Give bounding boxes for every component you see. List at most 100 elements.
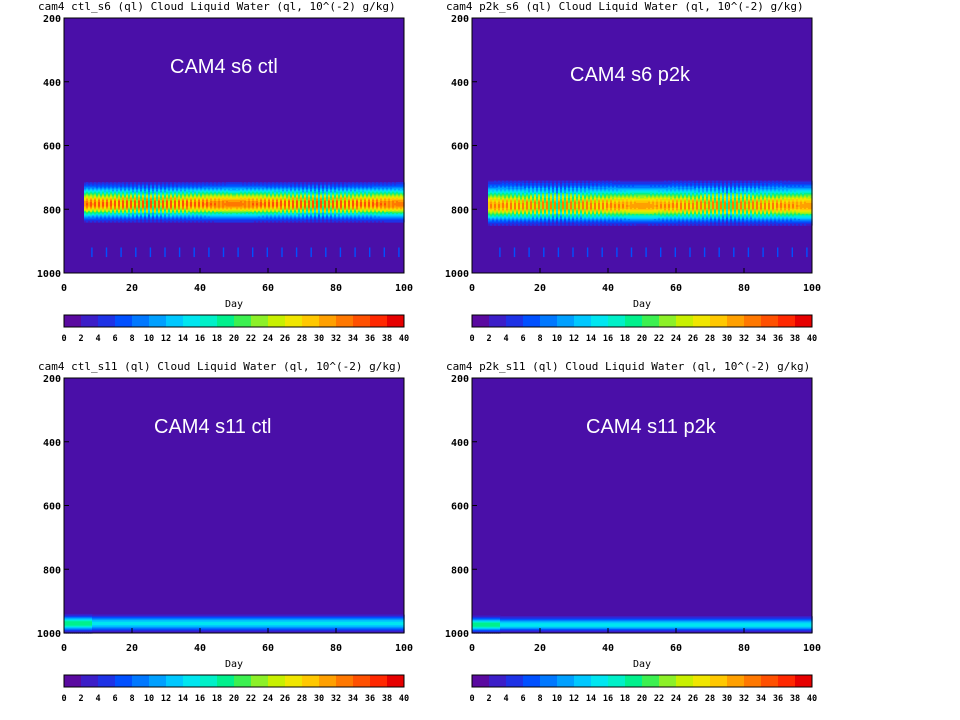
heat-cell <box>258 208 261 211</box>
heat-cell <box>226 217 229 220</box>
heat-cell <box>240 220 243 223</box>
heat-cell <box>284 215 287 218</box>
heat-cell <box>266 210 269 213</box>
heat-cell <box>272 197 275 200</box>
heat-cell <box>226 210 229 213</box>
heat-cell <box>294 184 297 187</box>
heat-cell <box>94 192 97 194</box>
heat-cell <box>84 197 87 200</box>
heat-cell <box>86 205 89 208</box>
heat-cell <box>196 210 199 213</box>
heat-cell <box>332 213 335 215</box>
heat-cell <box>192 186 195 189</box>
heat-cell <box>180 210 183 213</box>
heat-cell <box>84 185 87 188</box>
heat-cell <box>298 183 301 185</box>
heat-cell <box>184 183 187 185</box>
heat-cell <box>278 193 281 195</box>
heat-cell <box>98 182 101 184</box>
heat-cell <box>98 195 101 198</box>
heat-cell <box>98 210 101 213</box>
heat-cell <box>330 189 333 192</box>
heat-cell <box>196 209 199 212</box>
heat-cell <box>132 187 135 190</box>
heat-cell <box>254 219 257 222</box>
heat-cell <box>176 209 179 212</box>
heat-cell <box>142 184 145 187</box>
heat-cell <box>338 210 341 213</box>
heat-cell <box>234 217 237 220</box>
heat-cell <box>88 199 91 202</box>
heat-cell <box>334 189 337 192</box>
heat-cell <box>84 212 87 214</box>
heat-cell <box>320 216 323 219</box>
heat-cell <box>348 184 351 187</box>
heat-cell <box>176 205 179 208</box>
heat-cell <box>196 187 199 190</box>
heat-cell <box>282 202 285 204</box>
heat-cell <box>288 197 291 200</box>
heat-cell <box>134 205 137 208</box>
heat-cell <box>92 188 95 191</box>
heat-cell <box>120 184 123 187</box>
heat-cell <box>150 182 153 184</box>
heat-cell <box>174 188 177 191</box>
heat-cell <box>306 215 309 218</box>
heat-cell <box>272 191 275 193</box>
heat-cell <box>202 189 205 192</box>
heat-cell <box>142 195 145 198</box>
heat-cell <box>202 219 205 222</box>
heat-cell <box>266 188 269 191</box>
heat-cell <box>284 195 287 198</box>
heat-cell <box>240 204 243 206</box>
heat-cell <box>224 214 227 216</box>
heat-cell <box>190 218 193 221</box>
heat-cell <box>178 182 181 184</box>
heat-cell <box>160 195 163 198</box>
heat-cell <box>236 213 239 215</box>
heat-cell <box>180 187 183 190</box>
heat-cell <box>160 186 163 189</box>
heat-cell <box>310 192 313 194</box>
heat-cell <box>340 216 343 219</box>
heat-cell <box>178 212 181 214</box>
heat-cell <box>204 212 207 214</box>
heat-cell <box>292 204 295 206</box>
heat-cell <box>188 191 191 193</box>
heat-cell <box>164 212 167 214</box>
heat-cell <box>334 206 337 209</box>
heat-cell <box>252 215 255 218</box>
heat-cell <box>310 197 313 200</box>
heat-cell <box>248 208 251 211</box>
heat-cell <box>348 189 351 192</box>
heat-cell <box>152 187 155 190</box>
heat-cell <box>146 202 149 204</box>
heat-cell <box>258 200 261 203</box>
heat-cell <box>258 198 261 201</box>
heat-cell <box>106 196 109 199</box>
heat-cell <box>138 195 141 198</box>
heat-cell <box>144 200 147 203</box>
heat-cell <box>264 216 267 219</box>
heat-cell <box>350 194 353 197</box>
heat-cell <box>86 216 89 219</box>
heat-cell <box>200 193 203 195</box>
heat-cell <box>106 219 109 222</box>
heat-cell <box>240 212 243 214</box>
heat-cell <box>320 206 323 209</box>
heat-cell <box>298 216 301 219</box>
heat-cell <box>186 186 189 189</box>
heat-cell <box>212 209 215 212</box>
heat-cell <box>182 192 185 194</box>
heat-cell <box>222 186 225 189</box>
heat-cell <box>234 210 237 213</box>
heat-cell <box>208 196 211 199</box>
heat-cell <box>170 199 173 202</box>
heat-cell <box>230 202 233 204</box>
heat-cell <box>166 217 169 220</box>
heat-cell <box>248 218 251 221</box>
heat-cell <box>274 219 277 222</box>
heat-cell <box>346 218 349 221</box>
heat-cell <box>96 205 99 208</box>
heat-cell <box>218 198 221 201</box>
